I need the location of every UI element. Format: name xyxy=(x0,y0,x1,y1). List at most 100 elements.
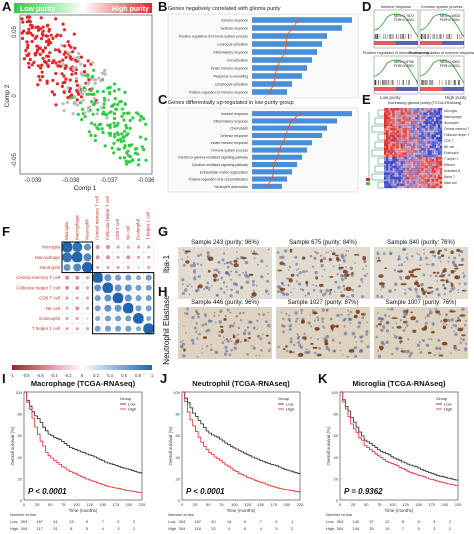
scatter-point xyxy=(33,53,38,57)
scatter-point xyxy=(60,72,64,76)
risk-count: 4 xyxy=(260,526,263,531)
survival-curve xyxy=(340,391,459,481)
scatter-point xyxy=(72,32,76,36)
corr-cell xyxy=(75,285,80,290)
risk-count: 41 xyxy=(53,519,58,524)
scatter-point xyxy=(38,78,42,82)
scatter-point xyxy=(82,86,86,90)
km-legend-title: Group xyxy=(436,396,448,401)
corr-cell xyxy=(75,316,79,321)
corr-cell xyxy=(104,304,112,312)
km-pvalue: P = 0.9362 xyxy=(344,487,383,496)
heatmap-title: Increasing glioma purity (TCGA-RNAseq) xyxy=(388,100,462,105)
km-xtick: 175 xyxy=(112,502,119,507)
scatter-point xyxy=(91,61,95,65)
fdr-point xyxy=(284,51,287,53)
scatter-points xyxy=(20,15,148,167)
xtick: -0.037 xyxy=(100,178,118,184)
scatter-point xyxy=(63,66,67,70)
km-ytick: 80 xyxy=(176,412,181,417)
km-xtick: 200 xyxy=(284,502,291,507)
go-term-bar xyxy=(252,125,327,131)
fdr-point xyxy=(290,119,293,122)
scatter-point xyxy=(113,132,117,136)
km-legend-high: High xyxy=(444,407,452,412)
scatter-point xyxy=(29,31,33,35)
go-term-label: Cell activation xyxy=(227,59,248,63)
scatter-point xyxy=(36,64,40,68)
scatter-point xyxy=(125,162,129,166)
km-ytick: 0 xyxy=(178,498,181,503)
scatter-point xyxy=(79,62,83,66)
scatter-point xyxy=(45,81,49,85)
km-ylabel: Overall survival (%) xyxy=(326,426,331,466)
risk-count: 167 xyxy=(194,519,201,524)
km-ytick: 0 xyxy=(20,498,23,503)
scatter-point xyxy=(80,73,84,77)
scatter-point xyxy=(30,24,34,28)
scatter-point xyxy=(112,151,116,155)
corr-cell xyxy=(73,263,82,272)
corr-cell xyxy=(65,306,69,310)
scatter-point xyxy=(32,60,36,64)
corr-cell xyxy=(126,255,131,260)
corr-cell xyxy=(135,275,142,281)
scatter-point xyxy=(81,107,85,111)
scatter-point xyxy=(41,25,45,29)
nes-label: NES=1.7872 xyxy=(394,14,414,18)
go-term-label: Lymphocyte activation xyxy=(215,83,249,87)
scatter-point xyxy=(51,78,55,82)
scatter-point xyxy=(107,111,111,115)
fdr-label: FDR<0.0001 xyxy=(440,64,460,68)
risk-count: 5 xyxy=(418,526,421,531)
km-ylabel: Overall survival (%) xyxy=(10,426,15,466)
scatter-point xyxy=(39,16,43,20)
scatter-point xyxy=(83,70,87,74)
fdr-point xyxy=(299,112,302,115)
corr-cell xyxy=(147,255,151,259)
scatter-point xyxy=(62,28,67,32)
risk-count: 7 xyxy=(102,519,105,524)
scatter-point xyxy=(20,31,24,35)
go-term-label: Cytokine-mediated signaling pathway xyxy=(192,163,248,167)
corr-cell xyxy=(85,276,90,280)
km-xtick: 200 xyxy=(126,502,133,507)
scatter-frame xyxy=(19,14,153,175)
corr-cell xyxy=(96,265,100,270)
risk-title: Number at risk xyxy=(10,512,36,517)
scatter-point xyxy=(102,96,106,100)
risk-count: 6 xyxy=(244,526,247,531)
scatter-point xyxy=(83,64,87,68)
corr-cell xyxy=(83,243,92,251)
scatter-point xyxy=(40,70,44,74)
km-ytick: 20 xyxy=(334,476,339,481)
panel-letter-b: B xyxy=(158,0,167,14)
scatter-point xyxy=(74,79,78,83)
corr-cell xyxy=(114,304,122,312)
scatter-point xyxy=(39,66,43,70)
corr-cell xyxy=(116,265,120,270)
panel-letter-k: K xyxy=(318,371,328,386)
corr-cell xyxy=(95,315,101,322)
sample-label: Sample 446 (purity: 96%) xyxy=(191,300,259,306)
corr-cell xyxy=(145,305,152,312)
risk-count: 9 xyxy=(228,526,231,531)
scatter-point xyxy=(112,112,117,116)
risk-count: 9 xyxy=(244,519,247,524)
km-xtick: 125 xyxy=(402,502,409,507)
corr-cell xyxy=(115,325,122,332)
scatter-point xyxy=(128,155,132,159)
corr-cell xyxy=(94,305,101,312)
scatter-point xyxy=(25,31,29,35)
scatter-point xyxy=(103,144,107,148)
go-term-label: Chemotaxis xyxy=(230,127,248,131)
fdr-point xyxy=(270,178,273,181)
scatter-point xyxy=(110,146,114,150)
scatter-point xyxy=(123,129,127,133)
go-term-label: Neutrophil chemotaxis xyxy=(214,185,248,189)
risk-count: 140 xyxy=(352,519,359,524)
corr-cell xyxy=(136,255,141,259)
scatter-point xyxy=(74,71,78,75)
nes-label: NES=1.8796 xyxy=(394,60,414,64)
scatter-point xyxy=(78,101,82,105)
